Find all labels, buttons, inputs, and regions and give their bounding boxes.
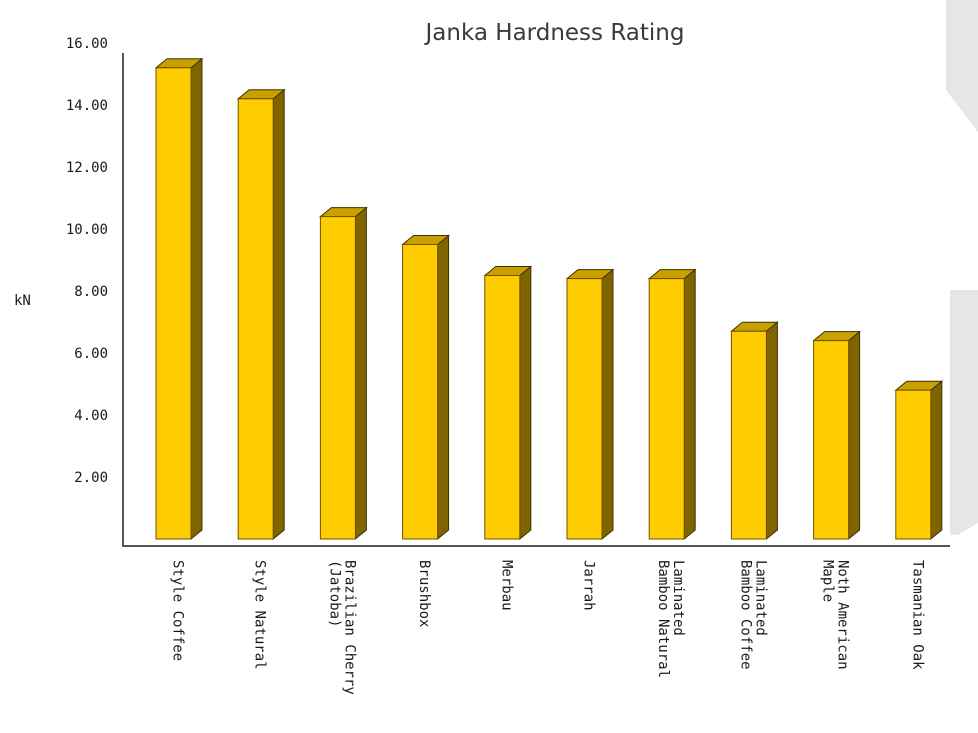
- bar-side-face: [848, 330, 861, 541]
- x-tick-label: Style Natural: [252, 560, 268, 670]
- bar-front-face: [566, 278, 603, 540]
- y-tick-label: 12.00: [66, 160, 108, 176]
- x-tick-label-line: Laminated: [670, 560, 686, 636]
- bar-side-face: [354, 206, 367, 541]
- bar: [894, 380, 944, 541]
- bar-front-face: [730, 330, 767, 540]
- bar: [812, 330, 862, 541]
- y-tick-label: 4.00: [74, 408, 108, 424]
- bar-front-face: [319, 216, 356, 540]
- bar-side-face: [272, 88, 285, 541]
- bar: [154, 57, 204, 541]
- x-axis-category-labels: Style Coffee Style Natural Brazilian Cherr…: [170, 560, 926, 695]
- x-tick-label-line: Bamboo Natural: [655, 560, 671, 678]
- y-axis-label: kN: [14, 293, 31, 309]
- bar: [236, 88, 286, 541]
- bar-front-face: [237, 98, 274, 540]
- bar-front-face: [895, 389, 932, 540]
- bar: [647, 268, 697, 541]
- bar-side-face: [683, 268, 696, 541]
- y-axis-ticks: 2.00 4.00 6.00 8.00 10.00 12.00 14.00 16.00: [66, 36, 108, 486]
- bar-front-face: [484, 275, 521, 540]
- x-tick-label-line: Style Coffee: [170, 560, 186, 661]
- y-tick-label: 6.00: [74, 346, 108, 362]
- x-tick-label: Brazilian Cherry(Jatoba): [326, 560, 357, 695]
- bar-side-face: [519, 265, 532, 541]
- bar-side-face: [601, 268, 614, 541]
- x-tick-label-line: Jarrah: [581, 560, 597, 611]
- bar: [318, 206, 368, 541]
- x-tick-label: Jarrah: [581, 560, 597, 611]
- y-tick-label: 8.00: [74, 284, 108, 300]
- y-tick-label: 10.00: [66, 222, 108, 238]
- x-tick-label-line: (Jatoba): [326, 560, 342, 627]
- y-tick-label: 16.00: [66, 36, 108, 52]
- x-tick-label: Brushbox: [416, 560, 432, 627]
- axes: [122, 53, 950, 547]
- bar-front-face: [155, 67, 192, 540]
- bar-side-face: [930, 380, 943, 541]
- bar: [401, 234, 451, 541]
- x-tick-label-line: Maple: [820, 560, 836, 602]
- x-tick-label: Merbau: [498, 560, 514, 611]
- bar: [729, 321, 779, 541]
- x-tick-label-line: Noth American: [835, 560, 851, 670]
- page-edge-decoration-top: [946, 0, 978, 132]
- bar-series: [154, 57, 944, 541]
- y-tick-label: 14.00: [66, 98, 108, 114]
- bar-side-face: [437, 234, 450, 541]
- bar: [565, 268, 615, 541]
- x-tick-label-line: Laminated: [752, 560, 768, 636]
- bar-side-face: [765, 321, 778, 541]
- bar-front-face: [648, 278, 685, 540]
- x-tick-label-line: Tasmanian Oak: [909, 560, 925, 670]
- page-edge-decoration-bottom: [950, 290, 978, 535]
- x-tick-label: Tasmanian Oak: [909, 560, 925, 670]
- x-tick-label-line: Bamboo Coffee: [737, 560, 753, 670]
- chart-title: Janka Hardness Rating: [424, 20, 685, 46]
- x-tick-label-line: Style Natural: [252, 560, 268, 670]
- bar: [483, 265, 533, 541]
- y-tick-label: 2.00: [74, 470, 108, 486]
- x-tick-label-line: Merbau: [498, 560, 514, 611]
- x-tick-label-line: Brazilian Cherry: [341, 560, 357, 695]
- bar-front-face: [813, 340, 850, 540]
- x-tick-label-line: Brushbox: [416, 560, 432, 627]
- bar-front-face: [402, 244, 439, 540]
- x-tick-label: Style Coffee: [170, 560, 186, 661]
- bar-side-face: [190, 57, 203, 541]
